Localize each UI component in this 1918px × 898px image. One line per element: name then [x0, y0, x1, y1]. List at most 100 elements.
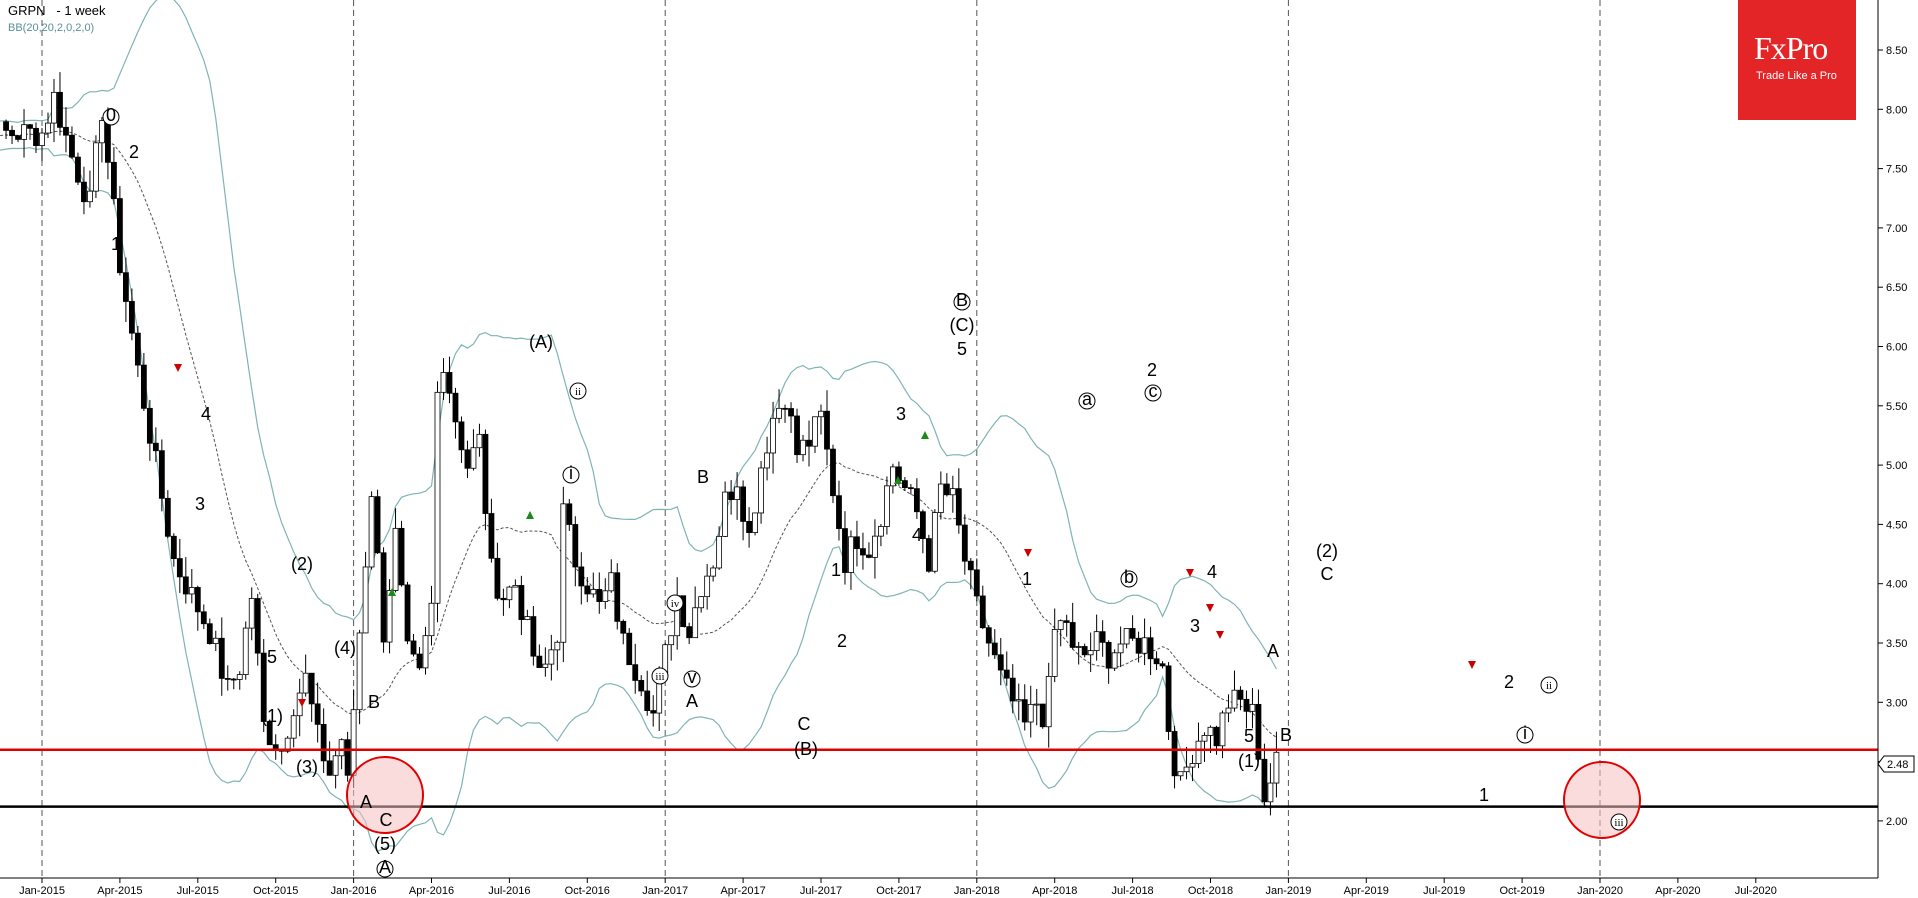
- wave-label-circle: [376, 860, 394, 878]
- wave-label: i: [569, 463, 573, 483]
- candle-up: [949, 488, 956, 496]
- candle-down: [836, 495, 842, 529]
- candle-up: [1267, 782, 1274, 803]
- middle-band: [0, 130, 1277, 738]
- candle-up: [722, 491, 729, 537]
- y-tick-label: 6.50: [1886, 282, 1907, 294]
- candle-down: [686, 626, 693, 639]
- candle-down: [530, 616, 537, 657]
- wave-label: a: [1082, 389, 1093, 409]
- candle-up: [734, 486, 741, 500]
- candle-up: [1183, 766, 1190, 773]
- wave-label: C: [1321, 564, 1334, 584]
- candle-up: [1045, 676, 1052, 728]
- candle-up: [248, 598, 255, 629]
- candle-up: [776, 407, 782, 419]
- wave-label-circle: [1144, 384, 1162, 402]
- candle-down: [979, 595, 986, 629]
- x-tick-label: Apr-2016: [409, 885, 454, 897]
- candle-down: [33, 127, 39, 146]
- candle-down: [680, 595, 687, 628]
- candle-up: [362, 566, 369, 634]
- candle-down: [410, 640, 417, 655]
- candlesticks: [3, 72, 1280, 816]
- candle-down: [158, 450, 165, 499]
- candle-up: [332, 755, 339, 776]
- candle-up: [752, 512, 758, 533]
- wave-label: (3): [296, 757, 318, 777]
- wave-label: (2): [291, 554, 313, 574]
- candle-up: [440, 372, 447, 393]
- candle-down: [967, 560, 974, 571]
- wave-label: A: [1267, 641, 1279, 661]
- candle-down: [218, 637, 225, 679]
- candle-up: [338, 739, 345, 757]
- x-tick-label: Jan-2016: [331, 885, 377, 897]
- y-tick-label: 8.50: [1886, 45, 1907, 57]
- wave-label: ii: [1546, 680, 1552, 692]
- candle-up: [764, 452, 770, 469]
- candle-down: [1081, 646, 1088, 656]
- sell-signal-arrow: [1206, 604, 1214, 612]
- candle-up: [99, 120, 105, 144]
- x-tick-label: Jan-2018: [954, 885, 1000, 897]
- candle-down: [27, 124, 33, 129]
- candle-down: [69, 134, 75, 158]
- wave-label: A: [686, 691, 698, 711]
- candle-down: [866, 554, 872, 558]
- candle-up: [236, 674, 243, 680]
- candle-up: [512, 585, 519, 588]
- candle-down: [374, 496, 381, 554]
- candle-up: [1201, 734, 1208, 742]
- wave-label-circle: [1078, 392, 1096, 410]
- candle-down: [650, 710, 657, 714]
- candle-down: [1147, 637, 1154, 660]
- candle-down: [985, 627, 992, 644]
- wave-label-circle: [562, 466, 580, 484]
- candle-down: [794, 415, 800, 456]
- wave-label: 2: [837, 631, 847, 651]
- candle-down: [200, 611, 207, 625]
- candle-up: [212, 637, 219, 645]
- x-tick-label: Jan-2019: [1265, 885, 1311, 897]
- wave-label-circle: [102, 108, 120, 126]
- candle-up: [1087, 650, 1094, 656]
- candle-down: [380, 552, 387, 643]
- candle-down: [182, 576, 189, 595]
- sell-signal-arrow: [1186, 569, 1194, 577]
- candle-down: [75, 156, 81, 183]
- candle-down: [1003, 669, 1010, 679]
- candle-up: [392, 527, 399, 591]
- wave-label: (B): [794, 739, 818, 759]
- wave-label: 3: [195, 494, 205, 514]
- sell-signal-arrow: [174, 364, 182, 372]
- wave-label-circle: [1610, 813, 1628, 831]
- candle-up: [290, 715, 297, 739]
- price-levels: [0, 748, 1878, 839]
- candle-down: [404, 584, 411, 642]
- candle-down: [1099, 631, 1106, 643]
- candle-down: [81, 181, 87, 203]
- x-tick-label: Apr-2019: [1344, 885, 1389, 897]
- x-tick-label: Jul-2016: [488, 885, 530, 897]
- lower-band: [0, 147, 1277, 852]
- wave-label: B: [368, 692, 380, 712]
- candle-down: [1243, 698, 1250, 712]
- candle-up: [716, 535, 723, 569]
- wave-label: 1: [1479, 785, 1489, 805]
- candle-up: [1219, 712, 1226, 747]
- wave-label: B: [956, 290, 968, 310]
- wave-label: 1: [831, 560, 841, 580]
- candle-down: [146, 407, 153, 444]
- wave-label: (C): [950, 315, 975, 335]
- x-tick-label: Oct-2017: [876, 885, 921, 897]
- x-tick-label: Oct-2018: [1188, 885, 1233, 897]
- candle-up: [302, 672, 309, 694]
- sell-signal-arrow: [298, 699, 306, 707]
- candle-up: [1015, 699, 1022, 702]
- wave-label-circle: [1516, 726, 1534, 744]
- wave-label: A: [379, 857, 391, 877]
- wave-label: 5: [267, 647, 277, 667]
- candle-down: [416, 653, 423, 669]
- indicator-label: BB(20,20,2,0,2,0): [8, 22, 95, 34]
